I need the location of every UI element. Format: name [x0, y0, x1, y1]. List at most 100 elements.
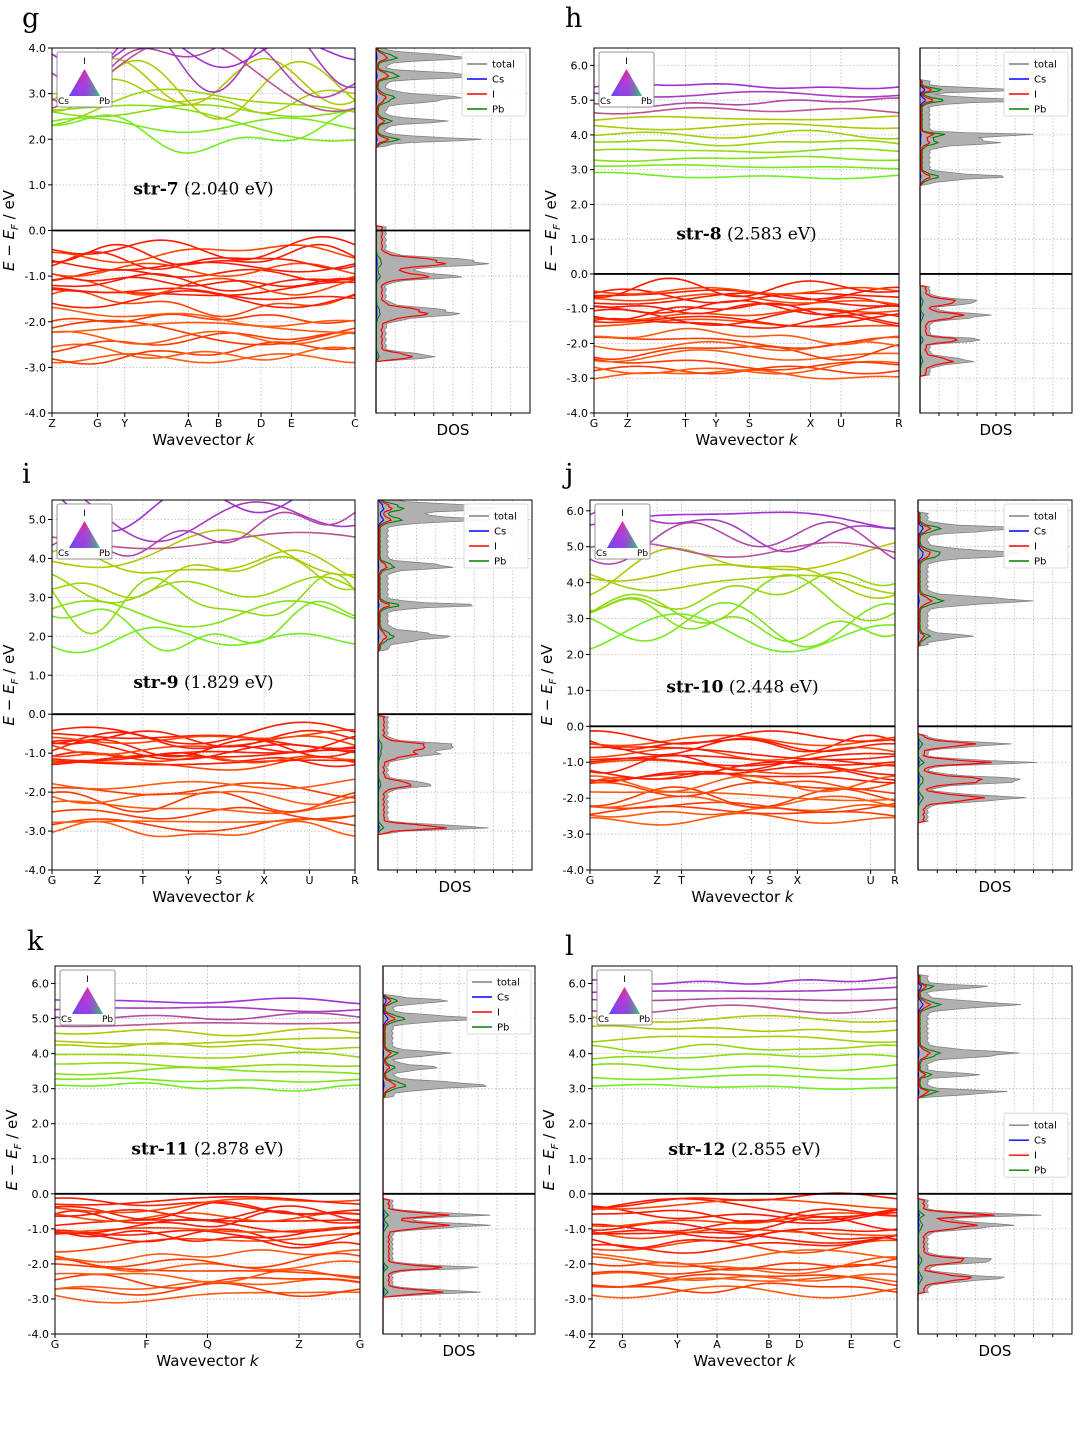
dos-legend: total Cs I Pb: [466, 969, 532, 1035]
y-tick-label: 0.0: [571, 268, 589, 281]
y-tick-label: -4.0: [565, 1328, 586, 1341]
kpoint-label: S: [215, 874, 222, 887]
y-tick-label: 4.0: [571, 129, 589, 142]
x-axis-label: Wavevector k: [691, 888, 795, 906]
dos-axis-label: DOS: [980, 421, 1013, 439]
y-tick-label: 6.0: [567, 505, 585, 518]
dos-plot: DOS total Cs I Pb: [917, 965, 1073, 1360]
legend-label-total: total: [492, 60, 515, 71]
conduction-band: [52, 108, 355, 154]
y-axis-label: E − EF / eV: [538, 644, 559, 726]
conduction-band: [55, 1081, 360, 1092]
y-tick-label: 5.0: [569, 1013, 587, 1026]
panel-l: l -4.0 -3.0 -2.0 -1.0 0.0 1.0 2.0 3.0 4.0 5.0 6.0 Z G…: [540, 931, 1073, 1370]
conduction-band: [55, 1051, 360, 1059]
dos-axis-label: DOS: [443, 1342, 476, 1360]
valence-band: [55, 1273, 360, 1289]
triangle-gradient-overlay: [69, 69, 100, 96]
valence-band: [594, 349, 899, 363]
conduction-band: [594, 171, 899, 180]
kpoint-label: Z: [624, 417, 632, 430]
kpoint-label: C: [351, 417, 359, 430]
valence-band: [592, 1230, 897, 1249]
conduction-band: [55, 1061, 360, 1069]
conduction-band: [590, 573, 895, 595]
y-tick-label: -1.0: [28, 1223, 49, 1236]
valence-band: [55, 1233, 360, 1253]
conduction-band: [590, 601, 895, 648]
y-tick-label: 3.0: [567, 613, 585, 626]
panel-i: i -4.0 -3.0 -2.0 -1.0 0.0 1.0 2.0 3.0 4.0 5.0 G Z T Y S…: [0, 459, 533, 906]
kpoint-label: Y: [120, 417, 128, 430]
conduction-band: [52, 117, 355, 134]
y-tick-label: 6.0: [571, 59, 589, 72]
y-tick-label: -2.0: [28, 1258, 49, 1271]
valence-band: [590, 754, 895, 774]
conduction-band: [590, 573, 895, 624]
valence-band: [52, 759, 355, 766]
y-tick-label: -2.0: [567, 337, 588, 350]
valence-band: [55, 1229, 360, 1249]
valence-band: [55, 1196, 360, 1206]
y-tick-label: 1.0: [29, 669, 47, 682]
y-tick-label: -1.0: [25, 270, 46, 283]
legend-box: [461, 51, 527, 117]
legend-label-pb: Pb: [497, 1023, 509, 1034]
y-tick-label: 4.0: [29, 42, 47, 55]
kpoint-label: Z: [295, 1338, 303, 1351]
kpoint-label: A: [713, 1338, 721, 1351]
valence-band: [52, 306, 355, 328]
valence-band: [52, 806, 355, 821]
legend-label-i: I: [497, 1008, 500, 1019]
triangle-label-cs: Cs: [600, 97, 611, 107]
band-lines: [52, 48, 355, 365]
y-tick-label: 3.0: [29, 88, 47, 101]
kpoint-label: Z: [653, 874, 661, 887]
legend-label-cs: Cs: [1034, 527, 1046, 538]
legend-label-cs: Cs: [497, 993, 509, 1004]
conduction-band: [592, 1074, 897, 1081]
dos-axis-label: DOS: [439, 878, 472, 896]
triangle-gradient-overlay: [607, 521, 638, 548]
panel-label: l: [565, 931, 574, 962]
valence-band: [52, 268, 355, 283]
x-axis-label: Wavevector k: [152, 888, 256, 906]
valence-band: [52, 732, 355, 750]
valence-band: [55, 1258, 360, 1273]
y-tick-label: -3.0: [28, 1293, 49, 1306]
triangle-label-pb: Pb: [102, 1015, 113, 1025]
valence-band: [55, 1252, 360, 1269]
y-tick-label: 2.0: [571, 198, 589, 211]
valence-band: [594, 277, 899, 299]
conduction-band: [594, 164, 899, 170]
y-tick-label: 1.0: [567, 684, 585, 697]
valence-band: [590, 752, 895, 767]
valence-band: [592, 1282, 897, 1294]
valence-band: [590, 746, 895, 761]
dos-legend: total Cs I Pb: [463, 503, 529, 569]
legend-label-pb: Pb: [1034, 557, 1046, 568]
kpoint-label: F: [143, 1338, 149, 1351]
kpoint-label: R: [895, 417, 903, 430]
valence-band: [594, 336, 899, 349]
band-frame: [593, 47, 900, 414]
conduction-band: [592, 1062, 897, 1072]
valence-band: [590, 737, 895, 756]
kpoint-label: G: [356, 1338, 365, 1351]
y-tick-label: -4.0: [563, 864, 584, 877]
kpoint-label: Z: [48, 417, 56, 430]
triangle-label-i: I: [83, 509, 86, 519]
kpoint-label: T: [139, 874, 147, 887]
y-tick-label: 4.0: [29, 552, 47, 565]
kpoint-label: G: [51, 1338, 60, 1351]
y-tick-label: -2.0: [565, 1258, 586, 1271]
valence-band: [55, 1210, 360, 1228]
y-tick-label: -1.0: [563, 756, 584, 769]
y-tick-label: 4.0: [32, 1048, 50, 1061]
conduction-band: [55, 1027, 360, 1037]
panel-k: k -4.0 -3.0 -2.0 -1.0 0.0 1.0 2.0 3.0 4.0 5.0 6.0 G F…: [3, 926, 536, 1370]
legend-label-cs: Cs: [1034, 75, 1046, 86]
conduction-band: [592, 1043, 897, 1053]
legend-label-total: total: [1034, 512, 1057, 523]
y-tick-label: 5.0: [29, 513, 47, 526]
